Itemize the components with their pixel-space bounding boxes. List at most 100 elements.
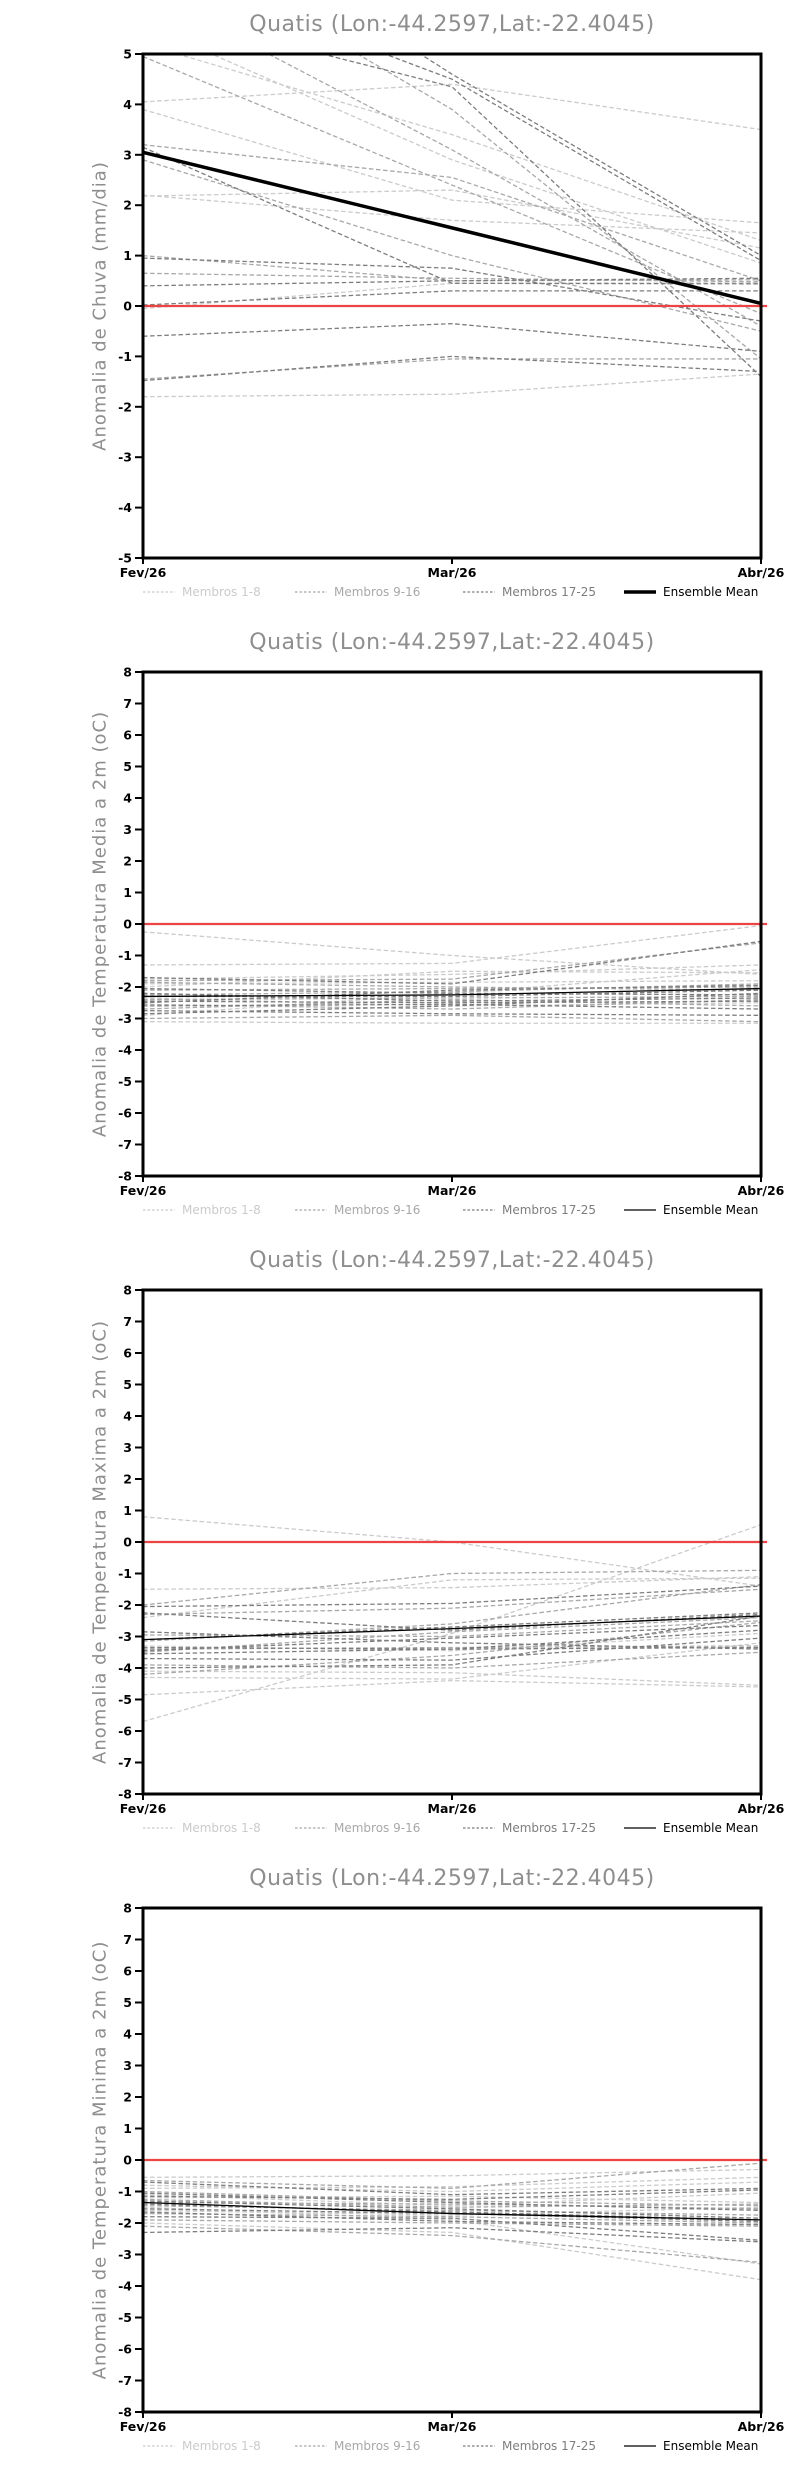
member-line — [143, 1577, 761, 1619]
y-tick-label: 2 — [123, 854, 132, 869]
member-line — [143, 970, 761, 988]
ensemble-mean-line — [143, 1615, 761, 1641]
y-tick-label: 5 — [123, 759, 132, 774]
member-line — [143, 1585, 761, 1608]
plot-area — [143, 1516, 761, 1723]
member-line — [319, 54, 761, 378]
y-tick-label: 7 — [123, 696, 132, 711]
member-line — [143, 1651, 761, 1669]
member-line — [143, 924, 761, 966]
ensemble-mean-line — [143, 2201, 761, 2221]
member-line — [143, 2192, 761, 2212]
y-tick-label: 1 — [123, 2121, 132, 2136]
x-tick-label: Mar/26 — [428, 1183, 477, 1198]
member-line — [143, 146, 761, 285]
x-tick-label: Fev/26 — [120, 1183, 167, 1198]
y-tick-label: 2 — [123, 2090, 132, 2105]
member-line — [143, 189, 761, 249]
member-line — [143, 2189, 761, 2201]
precipitation-anomaly-plot: -5 -4 -3 -2 -1 0 1 2 3 4 5 Fev/26 Mar/26 Abr/26 Membro… — [118, 47, 785, 600]
y-tick-label: -7 — [118, 2373, 132, 2388]
y-tick-label: -3 — [118, 2247, 132, 2262]
y-tick-label: 4 — [123, 1409, 132, 1424]
ensemble-mean-line — [143, 987, 761, 998]
y-tick-label: -7 — [118, 1755, 132, 1770]
y-tick-label: -5 — [118, 1692, 132, 1707]
y-tick-label: 3 — [123, 822, 132, 837]
legend-item-label: Membros 1-8 — [182, 585, 261, 599]
plot-area — [143, 2162, 761, 2281]
legend-item-label: Membros 9-16 — [334, 1821, 420, 1835]
member-line — [419, 54, 761, 257]
member-line — [143, 2190, 761, 2207]
legend: Membros 1-8 Membros 9-16 Membros 17-25 Ense… — [143, 585, 758, 599]
y-tick-label: 1 — [123, 1503, 132, 1518]
member-line — [143, 355, 761, 382]
y-tick-label: 0 — [123, 2153, 132, 2168]
member-line — [143, 2222, 761, 2281]
member-line — [143, 1679, 761, 1696]
mean-temperature-anomaly-plot: -8 -7 -6 -5 -4 -3 -2 -1 0 1 2 3 4 5 6 7 8 Fev/26 Mar/26 Abr… — [118, 665, 785, 1218]
member-line — [143, 1612, 761, 1631]
member-line — [143, 2211, 761, 2226]
legend-item-label: Membros 1-8 — [182, 1821, 261, 1835]
x-tick-label: Mar/26 — [428, 565, 477, 580]
x-tick-label: Abr/26 — [738, 2419, 785, 2434]
y-tick-label: 5 — [123, 1995, 132, 2010]
member-line — [143, 992, 761, 1015]
legend: Membros 1-8 Membros 9-16 Membros 17-25 Ense… — [143, 2439, 758, 2453]
y-tick-label: -8 — [118, 2405, 132, 2420]
y-tick-label: 0 — [123, 917, 132, 932]
y-tick-label: -5 — [118, 2310, 132, 2325]
y-tick-label: 4 — [123, 791, 132, 806]
y-tick-label: -6 — [118, 1106, 132, 1121]
member-line — [143, 981, 761, 991]
chart-block-precipitation-anomaly: Quatis (Lon:-44.2597,Lat:-22.4045) Anoma… — [0, 0, 800, 618]
member-line — [143, 1021, 761, 1024]
y-tick-label: 6 — [123, 1964, 132, 1979]
member-line — [143, 290, 761, 306]
member-line — [143, 2206, 761, 2216]
legend-item-label: Membros 17-25 — [502, 2439, 596, 2453]
y-tick-label: -2 — [118, 2216, 132, 2231]
member-line — [143, 1670, 761, 1686]
member-line — [143, 194, 761, 234]
member-line — [143, 1642, 761, 1680]
member-line — [143, 254, 761, 282]
member-line — [143, 931, 761, 976]
y-tick-label: 4 — [123, 97, 132, 112]
member-line — [143, 1615, 761, 1669]
member-line — [143, 2198, 761, 2208]
legend-item-label: Ensemble Mean — [663, 1203, 758, 1217]
member-line — [356, 54, 761, 360]
member-line — [143, 1646, 761, 1655]
member-line — [143, 1616, 761, 1653]
y-tick-label: -4 — [118, 1661, 132, 1676]
min-temperature-anomaly-plot: -8 -7 -6 -5 -4 -3 -2 -1 0 1 2 3 4 5 6 7 8 Fev/26 Mar/26 Abr… — [118, 1901, 785, 2454]
chart-title: Quatis (Lon:-44.2597,Lat:-22.4045) — [249, 12, 655, 37]
member-line — [143, 1003, 761, 1010]
member-line — [143, 1000, 761, 1004]
member-line — [143, 373, 761, 398]
y-tick-label: -2 — [118, 1598, 132, 1613]
y-tick-label: -4 — [118, 1043, 132, 1058]
member-line — [143, 257, 761, 322]
y-tick-label: -6 — [118, 1724, 132, 1739]
chart-block-min-temperature-anomaly: Quatis (Lon:-44.2597,Lat:-22.4045) Anoma… — [0, 1854, 800, 2472]
member-line — [143, 2216, 761, 2241]
x-tick-label: Abr/26 — [738, 1183, 785, 1198]
member-line — [143, 2227, 761, 2243]
member-line — [143, 322, 761, 353]
y-tick-label: 3 — [123, 1440, 132, 1455]
plot-area — [143, 54, 761, 398]
y-tick-label: 8 — [123, 1283, 132, 1298]
chart-block-mean-temperature-anomaly: Quatis (Lon:-44.2597,Lat:-22.4045) Anoma… — [0, 618, 800, 1236]
member-line — [143, 1576, 761, 1590]
member-line — [143, 1524, 761, 1723]
member-line — [143, 1624, 761, 1652]
member-line — [382, 54, 761, 262]
y-tick-label: -6 — [118, 2342, 132, 2357]
y-tick-label: -4 — [118, 2279, 132, 2294]
member-line — [143, 2219, 761, 2227]
member-line — [143, 1637, 761, 1661]
